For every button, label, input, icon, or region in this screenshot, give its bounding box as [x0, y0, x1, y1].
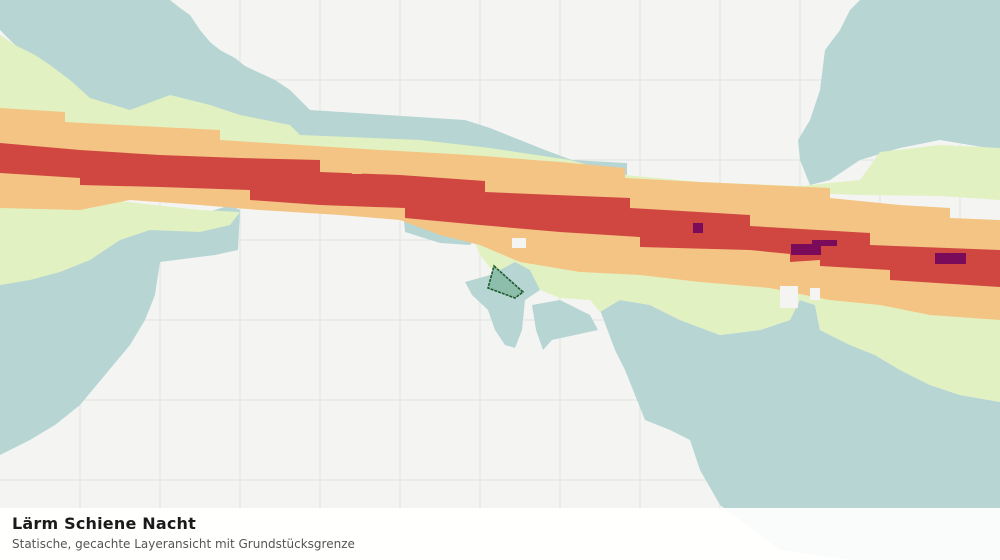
map-gap: [780, 286, 798, 308]
noise-zone-4-band: [0, 143, 1000, 287]
noise-zone-5: [693, 223, 966, 264]
noise-zone-3-spot: [326, 160, 342, 172]
layer-title: Lärm Schiene Nacht: [12, 514, 196, 533]
noise-zone-4: [0, 143, 1000, 287]
noise-zone-1-area-topleft: [0, 0, 627, 175]
noise-zone-1-area-center: [465, 255, 545, 348]
map-gap: [810, 288, 820, 300]
map-gap: [512, 238, 526, 248]
noise-zone-1-area-bottomright: [600, 300, 1000, 560]
noise-zone-5-spot: [693, 223, 703, 233]
noise-zone-1-area-center2: [532, 300, 598, 350]
noise-zone-3-spots: [326, 160, 362, 174]
noise-zone-1-area-topright: [798, 0, 1000, 185]
parcel-boundary: [487, 264, 525, 299]
map-caption: Lärm Schiene Nacht Statische, gecachte L…: [0, 508, 1000, 560]
noise-zone-5-spot: [935, 253, 966, 264]
noise-zone-5-spot: [812, 240, 837, 246]
map-gaps: [512, 238, 820, 308]
layer-description: Statische, gecachte Layeransicht mit Gru…: [12, 537, 355, 551]
noise-zone-5-spot: [791, 244, 821, 255]
noise-zone-2-band-lower-left: [0, 200, 240, 285]
noise-zone-3-spot: [352, 163, 362, 174]
